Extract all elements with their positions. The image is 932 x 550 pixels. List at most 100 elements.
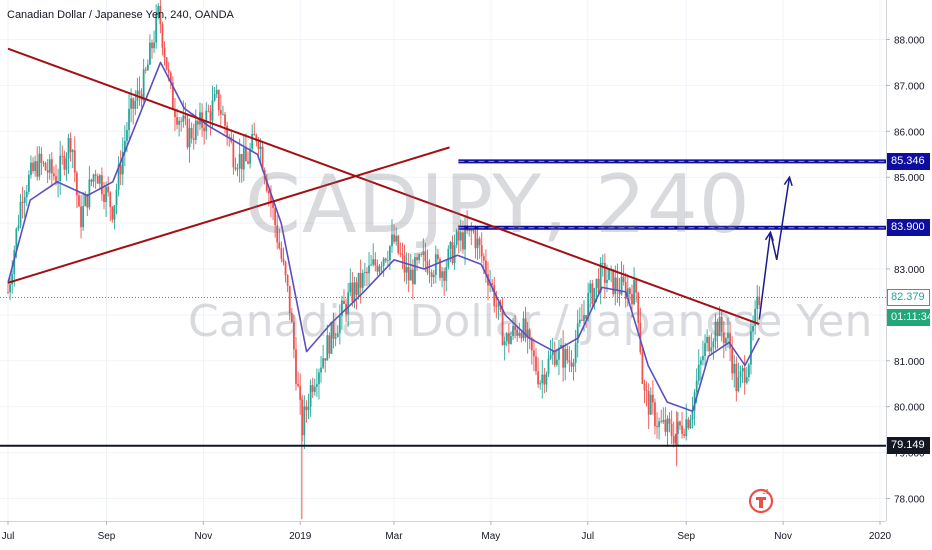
candle-body — [361, 272, 364, 288]
ascending-trendline — [7, 146, 450, 284]
candle-body — [138, 90, 141, 95]
candle-body — [324, 358, 327, 361]
candle-body — [280, 248, 283, 259]
time-axis-label: Nov — [774, 531, 792, 542]
candle-body — [336, 333, 339, 338]
candle-body — [253, 133, 256, 136]
candle-body — [353, 282, 356, 302]
candle-body — [485, 260, 487, 275]
candle-body — [7, 291, 9, 293]
candle-body — [103, 194, 105, 202]
candle-body — [359, 272, 362, 288]
candle-body — [551, 351, 554, 355]
candle-body — [180, 120, 183, 122]
candle-body — [293, 322, 295, 350]
resistance-high-price-tag: 85.346 — [887, 152, 930, 170]
candle-body — [357, 272, 360, 295]
moving-average-line — [7, 61, 761, 413]
candle-body — [549, 354, 552, 359]
price-axis-label: 81.000 — [894, 357, 925, 368]
time-axis-label: Jul — [581, 531, 594, 542]
candle-body — [572, 362, 575, 367]
candle-body — [745, 377, 748, 383]
candle-body — [338, 315, 341, 334]
candle-body — [687, 419, 690, 429]
candle-body — [318, 372, 320, 385]
candle-body — [55, 176, 57, 184]
bar-countdown-timer: 01:11:34 — [887, 308, 932, 326]
candle-body — [501, 309, 504, 346]
candle-body — [464, 225, 466, 250]
candle-body — [15, 228, 18, 251]
candle-body — [82, 206, 85, 228]
candle-body — [666, 418, 669, 432]
candle-body — [560, 345, 562, 348]
candle-body — [480, 245, 483, 257]
candle-body — [144, 69, 147, 71]
candle-body — [741, 367, 744, 372]
candle-body — [259, 146, 262, 150]
time-axis-label: Sep — [677, 531, 695, 542]
candle-body — [750, 331, 752, 365]
candle-body — [624, 282, 627, 299]
candle-body — [520, 332, 523, 339]
candle-body — [403, 255, 406, 273]
candle-body — [660, 421, 663, 423]
candle-body — [282, 258, 285, 263]
candle-body — [44, 163, 47, 171]
candle-body — [430, 272, 433, 278]
candle-body — [46, 170, 49, 173]
candle-body — [27, 174, 30, 192]
price-axis-label: 85.000 — [894, 173, 925, 184]
projection-path — [758, 177, 791, 320]
candle-body — [601, 262, 604, 264]
candle-body — [222, 114, 224, 116]
candle-body — [533, 350, 535, 357]
candle-body — [370, 264, 373, 266]
candle-body — [756, 296, 759, 309]
candle-body — [165, 57, 168, 70]
candle-body — [151, 42, 153, 49]
candle-body — [510, 336, 512, 344]
candle-body — [491, 283, 494, 285]
candle-body — [514, 325, 517, 330]
tradingview-logo-icon[interactable]: 11 — [748, 488, 774, 514]
candle-body — [418, 254, 421, 261]
candle-body — [330, 321, 333, 354]
candle-body — [397, 235, 400, 253]
candle-body — [562, 345, 565, 368]
candle-body — [512, 325, 514, 337]
candle-body — [441, 271, 443, 278]
candle-body — [593, 287, 596, 305]
candle-body — [608, 270, 610, 280]
chart-title: Canadian Dollar / Japanese Yen, 240, OAN… — [7, 9, 234, 21]
candle-body — [111, 207, 114, 220]
candle-body — [649, 394, 652, 415]
candle-body — [128, 108, 130, 131]
candle-body — [386, 260, 389, 262]
candle-body — [311, 384, 314, 392]
candle-body — [11, 274, 14, 285]
last-price-tag: 82.379 — [887, 289, 930, 306]
candle-body — [384, 258, 387, 261]
candle-body — [424, 251, 427, 262]
candle-body — [242, 148, 245, 170]
candle-body — [651, 394, 654, 403]
candle-body — [754, 308, 757, 326]
candle-body — [9, 284, 11, 293]
candle-body — [691, 410, 694, 420]
candle-body — [449, 242, 452, 249]
support-price-tag: 79.149 — [887, 437, 930, 455]
candle-body — [622, 276, 625, 283]
candle-body — [695, 380, 698, 393]
candle-body — [32, 162, 34, 172]
candle-body — [583, 315, 585, 321]
price-axis-label: 88.000 — [894, 36, 925, 47]
candle-body — [747, 364, 750, 378]
candle-body — [681, 425, 683, 435]
candle-body — [303, 406, 306, 436]
candle-body — [267, 190, 270, 194]
candle-body — [472, 230, 475, 232]
